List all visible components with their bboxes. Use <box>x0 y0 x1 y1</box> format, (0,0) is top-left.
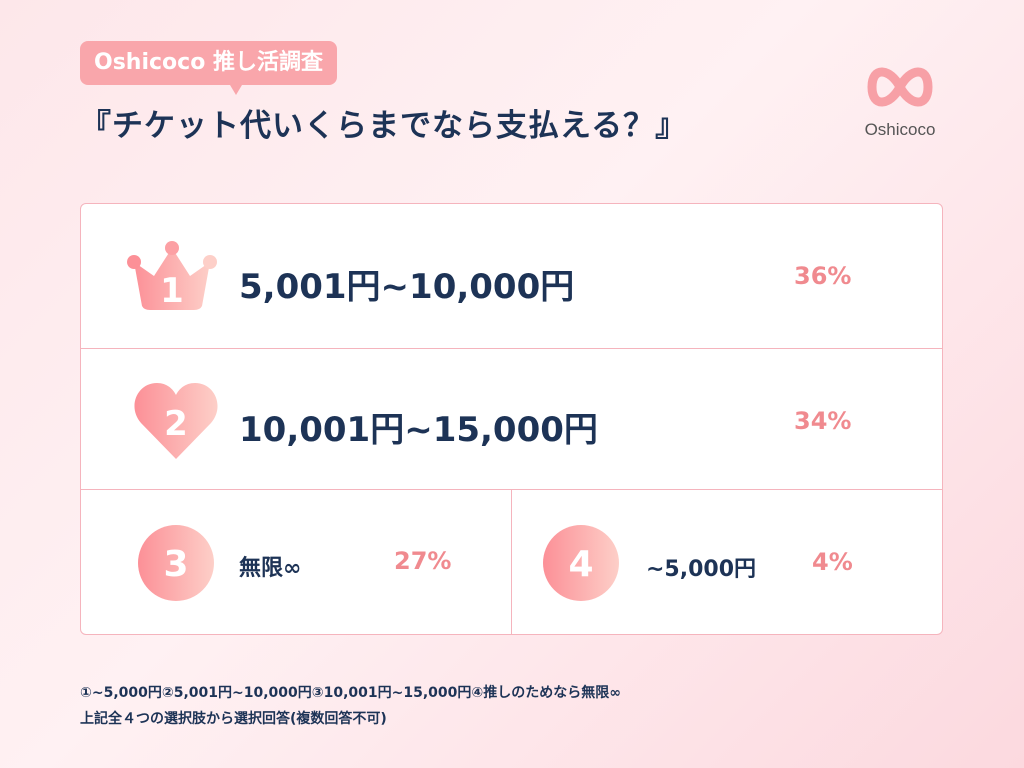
svg-text:1: 1 <box>160 271 184 311</box>
crown-icon: 1 <box>127 241 217 311</box>
rank-3-4-row: 3 無限∞ 27% 4 ~5,000円 4% <box>81 490 942 634</box>
rank-2-row: 2 10,001円~15,000円 34% <box>81 349 942 490</box>
rank-3-cell: 3 無限∞ 27% <box>81 490 512 634</box>
rank-4-cell: 4 ~5,000円 4% <box>512 490 942 634</box>
rank-1-row: 1 5,001円~10,000円 36% <box>81 204 942 349</box>
logo: Oshicoco <box>850 60 950 140</box>
circle-icon: 4 <box>543 525 619 601</box>
rank-4-percent: 4% <box>812 548 853 576</box>
rank-1-label: 5,001円~10,000円 <box>239 267 575 307</box>
page-title: 『チケット代いくらまでなら支払える？』 <box>80 108 688 144</box>
rank-3-percent: 27% <box>394 547 452 575</box>
logo-infinity-icon <box>867 67 933 107</box>
rank-2-label: 10,001円~15,000円 <box>239 410 598 450</box>
svg-text:3: 3 <box>163 544 188 585</box>
circle-icon: 3 <box>138 525 214 601</box>
method-note: 上記全４つの選択肢から選択回答(複数回答不可) <box>80 711 387 727</box>
logo-text: Oshicoco <box>864 120 936 139</box>
rank-2-percent: 34% <box>794 407 852 435</box>
svg-text:4: 4 <box>568 544 593 585</box>
ranking-card: 1 5,001円~10,000円 36% 2 10,001円~15,000円 3… <box>80 203 943 635</box>
heart-icon: 2 <box>134 383 218 459</box>
rank-3-label: 無限∞ <box>239 556 302 581</box>
options-note: ①~5,000円②5,001円~10,000円③10,001円~15,000円④… <box>80 685 621 701</box>
survey-tag: Oshicoco 推し活調査 <box>80 41 337 95</box>
rank-1-percent: 36% <box>794 262 852 290</box>
svg-text:2: 2 <box>164 404 188 444</box>
rank-4-label: ~5,000円 <box>646 557 757 582</box>
